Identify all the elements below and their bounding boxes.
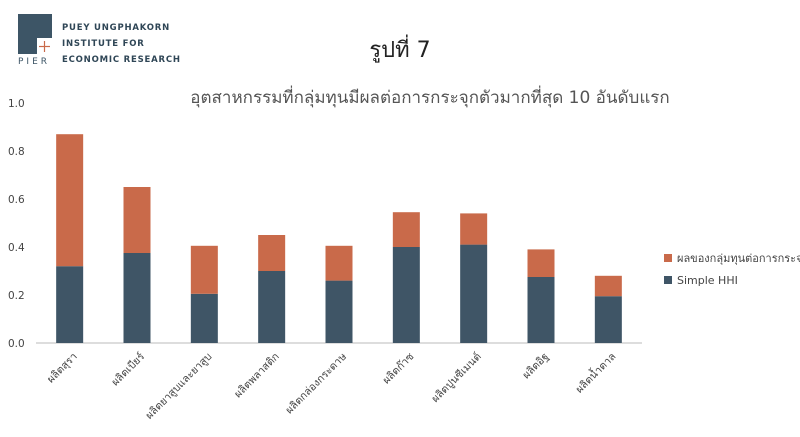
legend-swatch-simple-hhi — [664, 276, 672, 284]
y-tick-label: 0.2 — [8, 290, 25, 302]
bar-simple-hhi — [527, 277, 555, 343]
bar-simple-hhi — [258, 271, 286, 343]
legend-label-group-effect: ผลของกลุ่มทุนต่อการกระจุกตัว — [677, 252, 800, 265]
bar-group-effect — [325, 245, 353, 281]
bar-group-effect — [123, 187, 151, 253]
x-tick-label: ผลิตสุรา — [45, 351, 80, 386]
x-tick-label: ผลิตกล่องกระดาษ — [283, 351, 349, 417]
y-tick-label: 0.6 — [8, 194, 25, 206]
bar-group-effect — [56, 134, 84, 267]
y-tick-label: 0.8 — [8, 146, 25, 158]
x-tick-label: ผลิตอิฐ — [520, 350, 551, 381]
legend-label-simple-hhi: Simple HHI — [677, 273, 738, 287]
x-tick-label: ผลิตก๊าซ — [380, 350, 417, 387]
bar-simple-hhi — [594, 296, 622, 343]
bar-group-effect — [258, 235, 286, 271]
chart-legend: ผลของกลุ่มทุนต่อการกระจุกตัว Simple HHI — [664, 247, 800, 291]
y-tick-label: 0.4 — [8, 242, 25, 254]
bar-group-effect — [527, 249, 555, 277]
bar-group-effect — [190, 245, 218, 294]
legend-swatch-group-effect — [664, 254, 672, 262]
bar-simple-hhi — [325, 280, 353, 343]
x-tick-label: ผลิตพลาสติก — [232, 351, 282, 401]
legend-item-group-effect: ผลของกลุ่มทุนต่อการกระจุกตัว — [664, 247, 800, 269]
logo-word: PIER — [18, 57, 51, 67]
y-tick-label: 0.0 — [8, 338, 25, 350]
x-tick-label: ผลิตปูนซีเมนต์ — [429, 350, 484, 405]
org-line-2: INSTITUTE FOR — [62, 39, 145, 49]
chart-title: อุตสาหกรรมที่กลุ่มทุนมีผลต่อการกระจุกตัว… — [190, 88, 670, 108]
pier-logo-mark-icon — [18, 14, 52, 54]
org-name: PUEY UNGPHAKORN INSTITUTE FOR ECONOMIC R… — [62, 20, 181, 68]
x-tick-label: ผลิตยาสูบและยาสูบ — [143, 351, 214, 422]
org-line-3: ECONOMIC RESEARCH — [62, 55, 181, 65]
y-tick-label: 1.0 — [8, 98, 25, 110]
x-tick-label: ผลิตเบียร์ — [109, 350, 148, 389]
legend-item-simple-hhi: Simple HHI — [664, 269, 800, 291]
bar-simple-hhi — [56, 266, 84, 343]
figure-label: รูปที่ 7 — [369, 38, 431, 63]
bar-simple-hhi — [392, 247, 420, 343]
bar-group-effect — [392, 212, 420, 247]
bar-simple-hhi — [190, 293, 218, 343]
org-line-1: PUEY UNGPHAKORN — [62, 23, 171, 33]
bar-group-effect — [594, 275, 622, 297]
pier-logo: PIER PUEY UNGPHAKORN INSTITUTE FOR ECONO… — [18, 14, 181, 74]
bar-simple-hhi — [123, 253, 151, 343]
bar-simple-hhi — [460, 244, 488, 343]
bar-group-effect — [460, 213, 488, 245]
x-tick-label: ผลิตน้ำตาล — [572, 349, 618, 395]
